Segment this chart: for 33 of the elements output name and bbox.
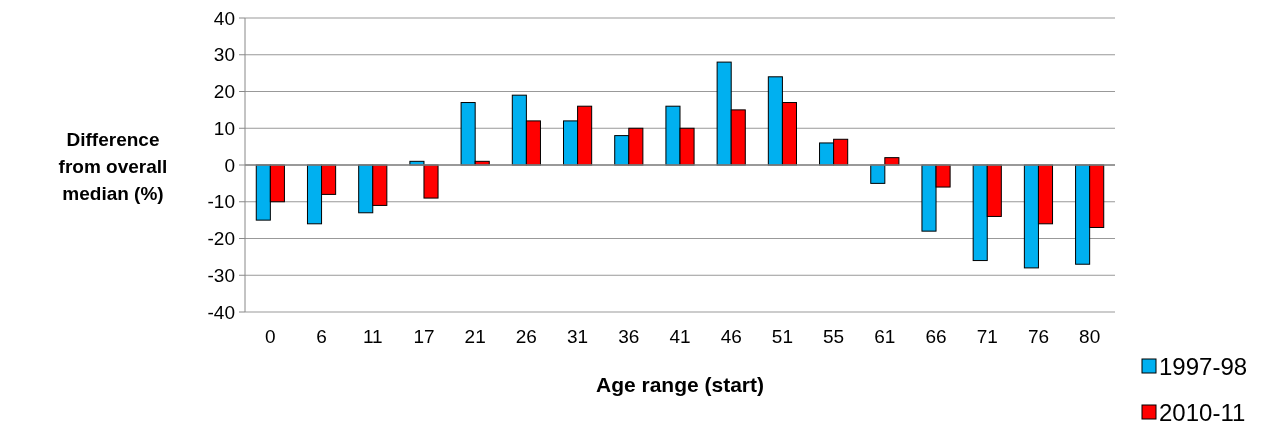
x-tick-label: 11 xyxy=(362,326,383,347)
x-tick-label: 55 xyxy=(823,326,845,347)
x-axis-title: Age range (start) xyxy=(595,373,765,396)
y-tick-label: -20 xyxy=(207,228,235,250)
x-tick-label: 76 xyxy=(1027,326,1050,347)
y-tick-label: 10 xyxy=(213,117,235,139)
x-tick-label: 21 xyxy=(464,326,486,347)
y-tick-label: 30 xyxy=(213,44,235,66)
bar xyxy=(870,164,886,184)
bar xyxy=(423,164,439,199)
y-tick-label: 20 xyxy=(213,81,235,103)
y-tick-label: -30 xyxy=(207,264,235,286)
x-tick-label: 66 xyxy=(925,326,947,347)
x-tick-label: 61 xyxy=(874,326,896,347)
bar xyxy=(884,157,900,166)
y-tick-label: -10 xyxy=(207,191,235,213)
y-tick-label: -40 xyxy=(207,301,235,323)
x-tick-label: 36 xyxy=(618,326,640,347)
x-tick-label: 46 xyxy=(720,326,742,347)
x-tick-label: 80 xyxy=(1079,326,1101,347)
x-tick-label: 31 xyxy=(567,326,589,347)
x-tick-label: 26 xyxy=(515,326,537,347)
legend-label: 1997-98 xyxy=(1159,353,1248,381)
x-tick-label: 41 xyxy=(669,326,691,347)
legend-label: 2010-11 xyxy=(1159,399,1246,427)
y-tick-label: 0 xyxy=(224,154,235,176)
x-tick-label: 6 xyxy=(316,326,327,347)
x-tick-label: 17 xyxy=(413,326,435,347)
x-tick-label: 51 xyxy=(771,326,793,347)
y-tick-label: 40 xyxy=(213,7,235,29)
x-tick-label: 71 xyxy=(976,326,998,347)
x-tick-label: 0 xyxy=(265,326,276,347)
y-axis-title: Difference from overall median (%) xyxy=(58,128,168,204)
